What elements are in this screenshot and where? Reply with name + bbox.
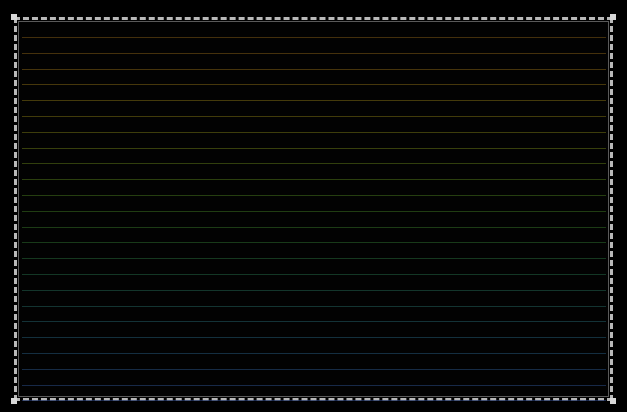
frame-corner-bottom-left bbox=[11, 398, 17, 404]
frame-corner-bottom-right bbox=[610, 398, 616, 404]
frame-corner-top-right bbox=[610, 14, 616, 20]
frame-corner-top-left bbox=[11, 14, 17, 20]
